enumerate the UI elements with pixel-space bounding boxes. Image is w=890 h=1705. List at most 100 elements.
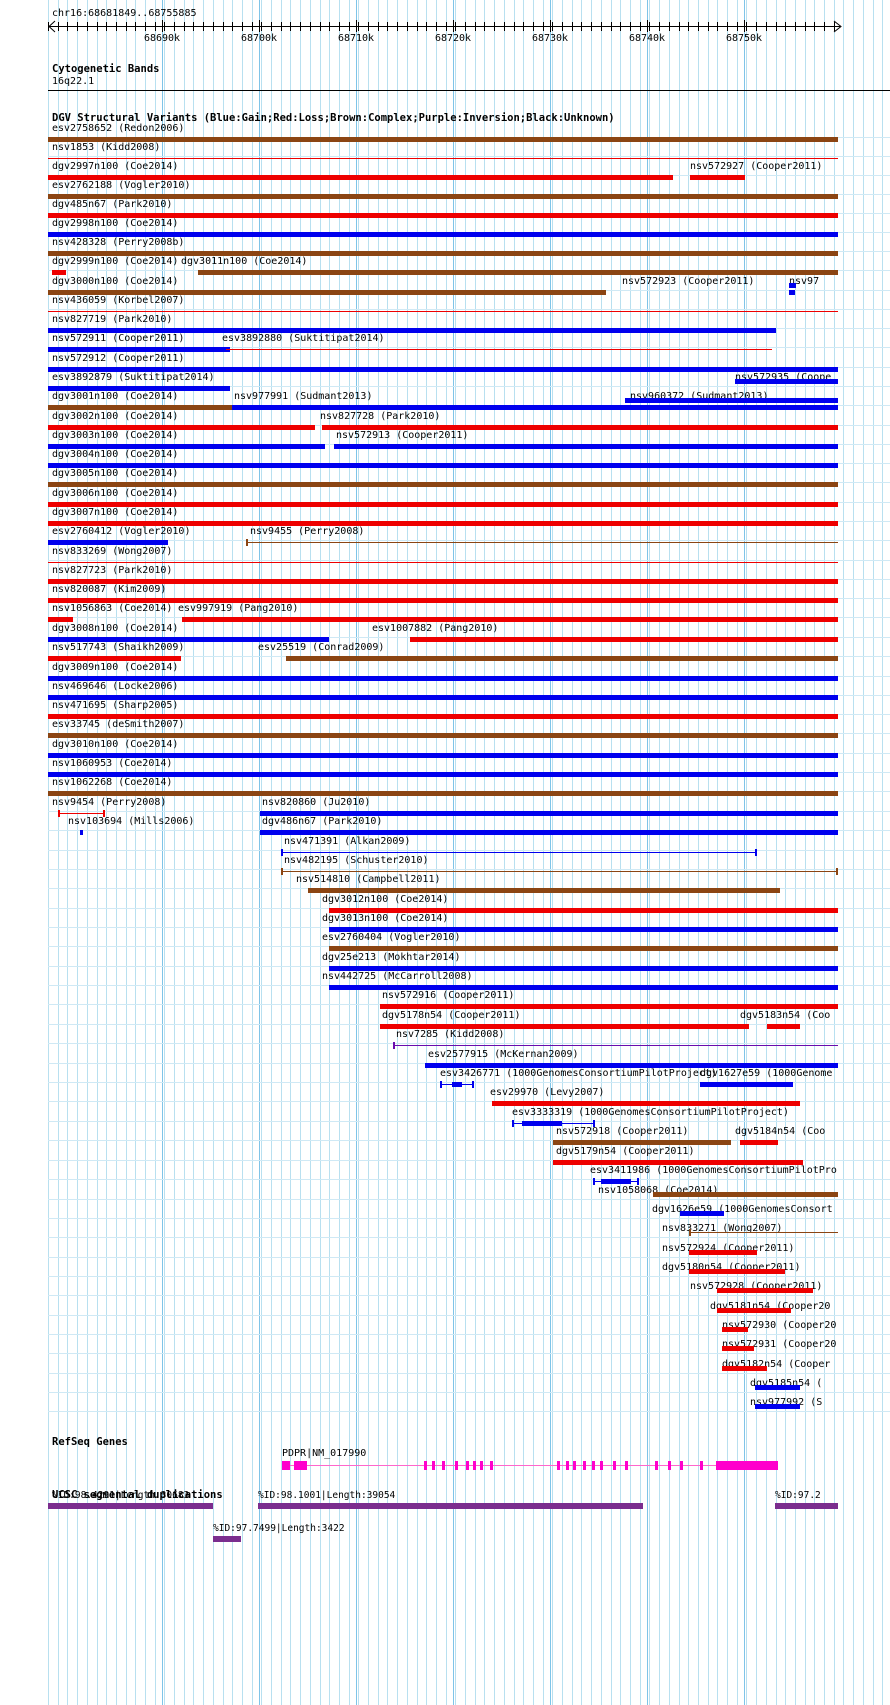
- variant-bar[interactable]: [48, 347, 230, 352]
- variant-bar[interactable]: [48, 232, 838, 237]
- variant-label[interactable]: dgv2999n100 (Coe2014): [52, 256, 179, 267]
- gene-exon[interactable]: [655, 1461, 658, 1470]
- variant-bar[interactable]: [789, 283, 796, 288]
- variant-bar[interactable]: [410, 637, 838, 642]
- variant-bar[interactable]: [48, 194, 838, 199]
- gene-exon[interactable]: [592, 1461, 595, 1470]
- variant-line[interactable]: [689, 1232, 838, 1233]
- variant-bar[interactable]: [722, 1366, 767, 1371]
- variant-label[interactable]: dgv3002n100 (Coe2014): [52, 411, 179, 422]
- variant-label[interactable]: nsv572935 (Coope: [735, 372, 832, 383]
- variant-label[interactable]: nsv436059 (Korbel2007): [52, 295, 185, 306]
- variant-label[interactable]: nsv9454 (Perry2008): [52, 797, 167, 808]
- variant-bar[interactable]: [48, 251, 838, 256]
- variant-bar[interactable]: [48, 695, 838, 700]
- variant-label[interactable]: nsv833271 (Wong2007): [662, 1223, 783, 1234]
- variant-bar[interactable]: [48, 386, 230, 391]
- variant-label[interactable]: esv25519 (Conrad2009): [258, 642, 385, 653]
- gene-exon[interactable]: [573, 1461, 576, 1470]
- variant-line[interactable]: [58, 813, 105, 814]
- variant-label[interactable]: dgv3003n100 (Coe2014): [52, 430, 179, 441]
- variant-bar[interactable]: [601, 1179, 631, 1184]
- variant-line[interactable]: [393, 1045, 838, 1046]
- variant-label[interactable]: esv3411986 (1000GenomesConsortiumPilotPr…: [590, 1165, 837, 1176]
- variant-label[interactable]: nsv97: [789, 276, 820, 287]
- variant-label[interactable]: nsv482195 (Schuster2010): [284, 855, 429, 866]
- variant-label[interactable]: nsv977991 (Sudmant2013): [234, 391, 373, 402]
- variant-bar[interactable]: [755, 1385, 800, 1390]
- variant-bar[interactable]: [700, 1082, 793, 1087]
- variant-bar[interactable]: [452, 1082, 462, 1087]
- variant-label[interactable]: nsv977992 (S: [750, 1397, 823, 1408]
- variant-bar[interactable]: [329, 966, 838, 971]
- gene-exon[interactable]: [282, 1461, 290, 1470]
- variant-label[interactable]: esv3426771 (1000GenomesConsortiumPilotPr…: [440, 1068, 717, 1079]
- variant-bar[interactable]: [48, 753, 838, 758]
- variant-label[interactable]: dgv5180n54 (Cooper2011): [662, 1262, 801, 1273]
- variant-bar[interactable]: [232, 405, 838, 410]
- variant-label[interactable]: dgv5178n54 (Cooper2011): [382, 1010, 521, 1021]
- gene-exon[interactable]: [455, 1461, 458, 1470]
- variant-label[interactable]: nsv1853 (Kidd2008): [52, 142, 161, 153]
- variant-label[interactable]: esv2762188 (Vogler2010): [52, 180, 191, 191]
- variant-label[interactable]: esv3892880 (Suktitipat2014): [222, 333, 385, 344]
- variant-label[interactable]: dgv3007n100 (Coe2014): [52, 507, 179, 518]
- variant-bar[interactable]: [52, 270, 66, 275]
- variant-label[interactable]: dgv485n67 (Park2010): [52, 199, 173, 210]
- variant-label[interactable]: esv29970 (Levy2007): [490, 1087, 605, 1098]
- variant-bar[interactable]: [80, 830, 83, 835]
- variant-label[interactable]: nsv827723 (Park2010): [52, 565, 173, 576]
- variant-label[interactable]: nsv827728 (Park2010): [320, 411, 441, 422]
- variant-bar[interactable]: [48, 175, 673, 180]
- variant-bar[interactable]: [425, 1063, 838, 1068]
- variant-line[interactable]: [48, 311, 838, 312]
- variant-label[interactable]: dgv5184n54 (Coo: [735, 1126, 826, 1137]
- variant-line[interactable]: [246, 542, 838, 543]
- variant-label[interactable]: nsv820860 (Ju2010): [262, 797, 371, 808]
- variant-label[interactable]: dgv5182n54 (Cooper: [722, 1359, 831, 1370]
- variant-label[interactable]: dgv1627e59 (1000Genome: [700, 1068, 833, 1079]
- gene-exon[interactable]: [424, 1461, 427, 1470]
- gene-exon[interactable]: [680, 1461, 683, 1470]
- variant-bar[interactable]: [308, 888, 780, 893]
- variant-bar[interactable]: [48, 463, 838, 468]
- variant-label[interactable]: esv3333319 (1000GenomesConsortiumPilotPr…: [512, 1107, 789, 1118]
- variant-label[interactable]: dgv3000n100 (Coe2014): [52, 276, 179, 287]
- variant-bar[interactable]: [322, 425, 838, 430]
- variant-bar[interactable]: [48, 502, 838, 507]
- variant-label[interactable]: nsv9455 (Perry2008): [250, 526, 365, 537]
- gene-exon[interactable]: [700, 1461, 703, 1470]
- variant-bar[interactable]: [625, 398, 838, 403]
- variant-label[interactable]: nsv1062268 (Coe2014): [52, 777, 173, 788]
- variant-bar[interactable]: [48, 733, 838, 738]
- variant-label[interactable]: dgv3006n100 (Coe2014): [52, 488, 179, 499]
- variant-bar[interactable]: [48, 137, 838, 142]
- gene-exon[interactable]: [466, 1461, 469, 1470]
- variant-line[interactable]: [226, 349, 772, 350]
- variant-label[interactable]: nsv572930 (Cooper20: [722, 1320, 837, 1331]
- variant-label[interactable]: dgv5185n54 (: [750, 1378, 823, 1389]
- variant-bar[interactable]: [492, 1101, 800, 1106]
- variant-bar[interactable]: [689, 1269, 785, 1274]
- variant-label[interactable]: dgv5179n54 (Cooper2011): [556, 1146, 695, 1157]
- variant-label[interactable]: nsv572918 (Cooper2011): [556, 1126, 689, 1137]
- variant-bar[interactable]: [717, 1308, 791, 1313]
- variant-label[interactable]: dgv3001n100 (Coe2014): [52, 391, 179, 402]
- variant-label[interactable]: esv2760404 (Vogler2010): [322, 932, 461, 943]
- variant-bar[interactable]: [48, 637, 329, 642]
- variant-bar[interactable]: [48, 425, 315, 430]
- variant-label[interactable]: dgv3010n100 (Coe2014): [52, 739, 179, 750]
- variant-bar[interactable]: [48, 328, 776, 333]
- variant-label[interactable]: nsv469646 (Locke2006): [52, 681, 179, 692]
- variant-label[interactable]: dgv2997n100 (Coe2014): [52, 161, 179, 172]
- variant-label[interactable]: dgv486n67 (Park2010): [262, 816, 383, 827]
- variant-bar[interactable]: [182, 617, 838, 622]
- variant-bar[interactable]: [553, 1160, 803, 1165]
- variant-label[interactable]: nsv428328 (Perry2008b): [52, 237, 185, 248]
- variant-bar[interactable]: [329, 985, 838, 990]
- variant-bar[interactable]: [48, 772, 838, 777]
- variant-label[interactable]: nsv572931 (Cooper20: [722, 1339, 837, 1350]
- variant-label[interactable]: nsv572927 (Cooper2011): [690, 161, 823, 172]
- variant-bar[interactable]: [329, 927, 838, 932]
- variant-label[interactable]: esv33745 (deSmith2007): [52, 719, 185, 730]
